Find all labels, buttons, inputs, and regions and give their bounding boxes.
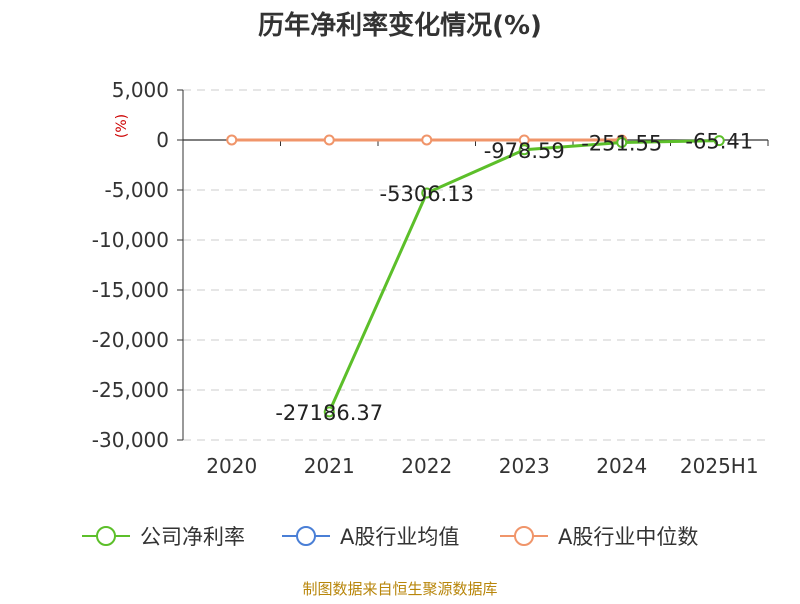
x-tick-labels: 2020 2021 2022 2023 2024 2025H1 bbox=[206, 454, 758, 478]
y-tick-label: 0 bbox=[156, 128, 169, 152]
x-tick-label: 2024 bbox=[596, 454, 647, 478]
y-tick-label: -20,000 bbox=[92, 328, 169, 352]
legend-label: 公司净利率 bbox=[140, 525, 245, 549]
legend-swatch-marker bbox=[515, 527, 533, 545]
y-tick-label: -30,000 bbox=[92, 428, 169, 452]
y-tick-label: -10,000 bbox=[92, 228, 169, 252]
legend-swatch-marker bbox=[297, 527, 315, 545]
data-point bbox=[227, 135, 236, 144]
x-tick-label: 2021 bbox=[304, 454, 355, 478]
data-source-note: 制图数据来自恒生聚源数据库 bbox=[302, 580, 497, 598]
data-label: -5306.13 bbox=[380, 182, 474, 206]
x-tick-label: 2023 bbox=[499, 454, 550, 478]
x-tick-label: 2020 bbox=[206, 454, 257, 478]
data-label: -251.55 bbox=[581, 132, 662, 156]
chart-title: 历年净利率变化情况(%) bbox=[258, 10, 542, 41]
legend-label: A股行业中位数 bbox=[558, 525, 698, 549]
series-lines bbox=[232, 140, 720, 412]
y-tick-labels: 5,000 0 -5,000 -10,000 -15,000 -20,000 -25,000… bbox=[92, 78, 169, 452]
x-tick-label: 2022 bbox=[401, 454, 452, 478]
y-tick-label: 5,000 bbox=[112, 78, 169, 102]
series-points bbox=[227, 135, 724, 416]
legend-swatch-marker bbox=[97, 527, 115, 545]
x-tick-label: 2025H1 bbox=[680, 454, 759, 478]
data-label: -978.59 bbox=[484, 139, 565, 163]
legend-label: A股行业均值 bbox=[340, 525, 459, 549]
data-point bbox=[325, 135, 334, 144]
data-label: -65.41 bbox=[685, 130, 753, 154]
y-tick-label: -5,000 bbox=[105, 178, 169, 202]
data-label: -27186.37 bbox=[275, 401, 383, 425]
y-tick-label: -25,000 bbox=[92, 378, 169, 402]
data-point bbox=[422, 135, 431, 144]
legend: 公司净利率 A股行业均值 A股行业中位数 bbox=[82, 525, 698, 549]
y-axis-unit-label: (%) bbox=[114, 114, 130, 138]
data-labels: -27186.37 -5306.13 -978.59 -251.55 -65.41 bbox=[275, 130, 753, 425]
y-tick-label: -15,000 bbox=[92, 278, 169, 302]
